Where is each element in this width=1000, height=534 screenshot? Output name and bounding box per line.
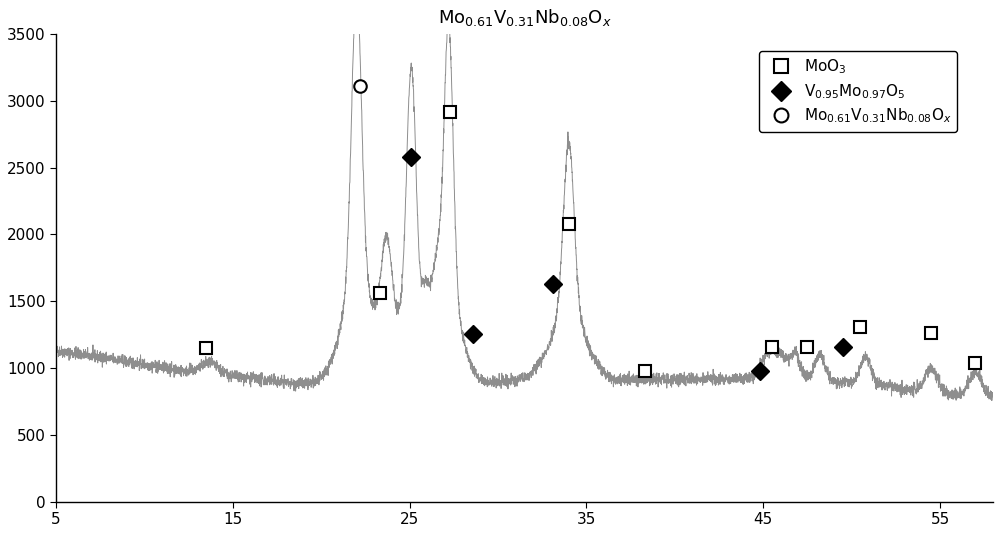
Title: Mo$_{0.61}$V$_{0.31}$Nb$_{0.08}$O$_x$: Mo$_{0.61}$V$_{0.31}$Nb$_{0.08}$O$_x$ [438,7,611,28]
Legend: MoO$_3$, V$_{0.95}$Mo$_{0.97}$O$_5$, Mo$_{0.61}$V$_{0.31}$Nb$_{0.08}$O$_x$: MoO$_3$, V$_{0.95}$Mo$_{0.97}$O$_5$, Mo$… [759,51,957,131]
